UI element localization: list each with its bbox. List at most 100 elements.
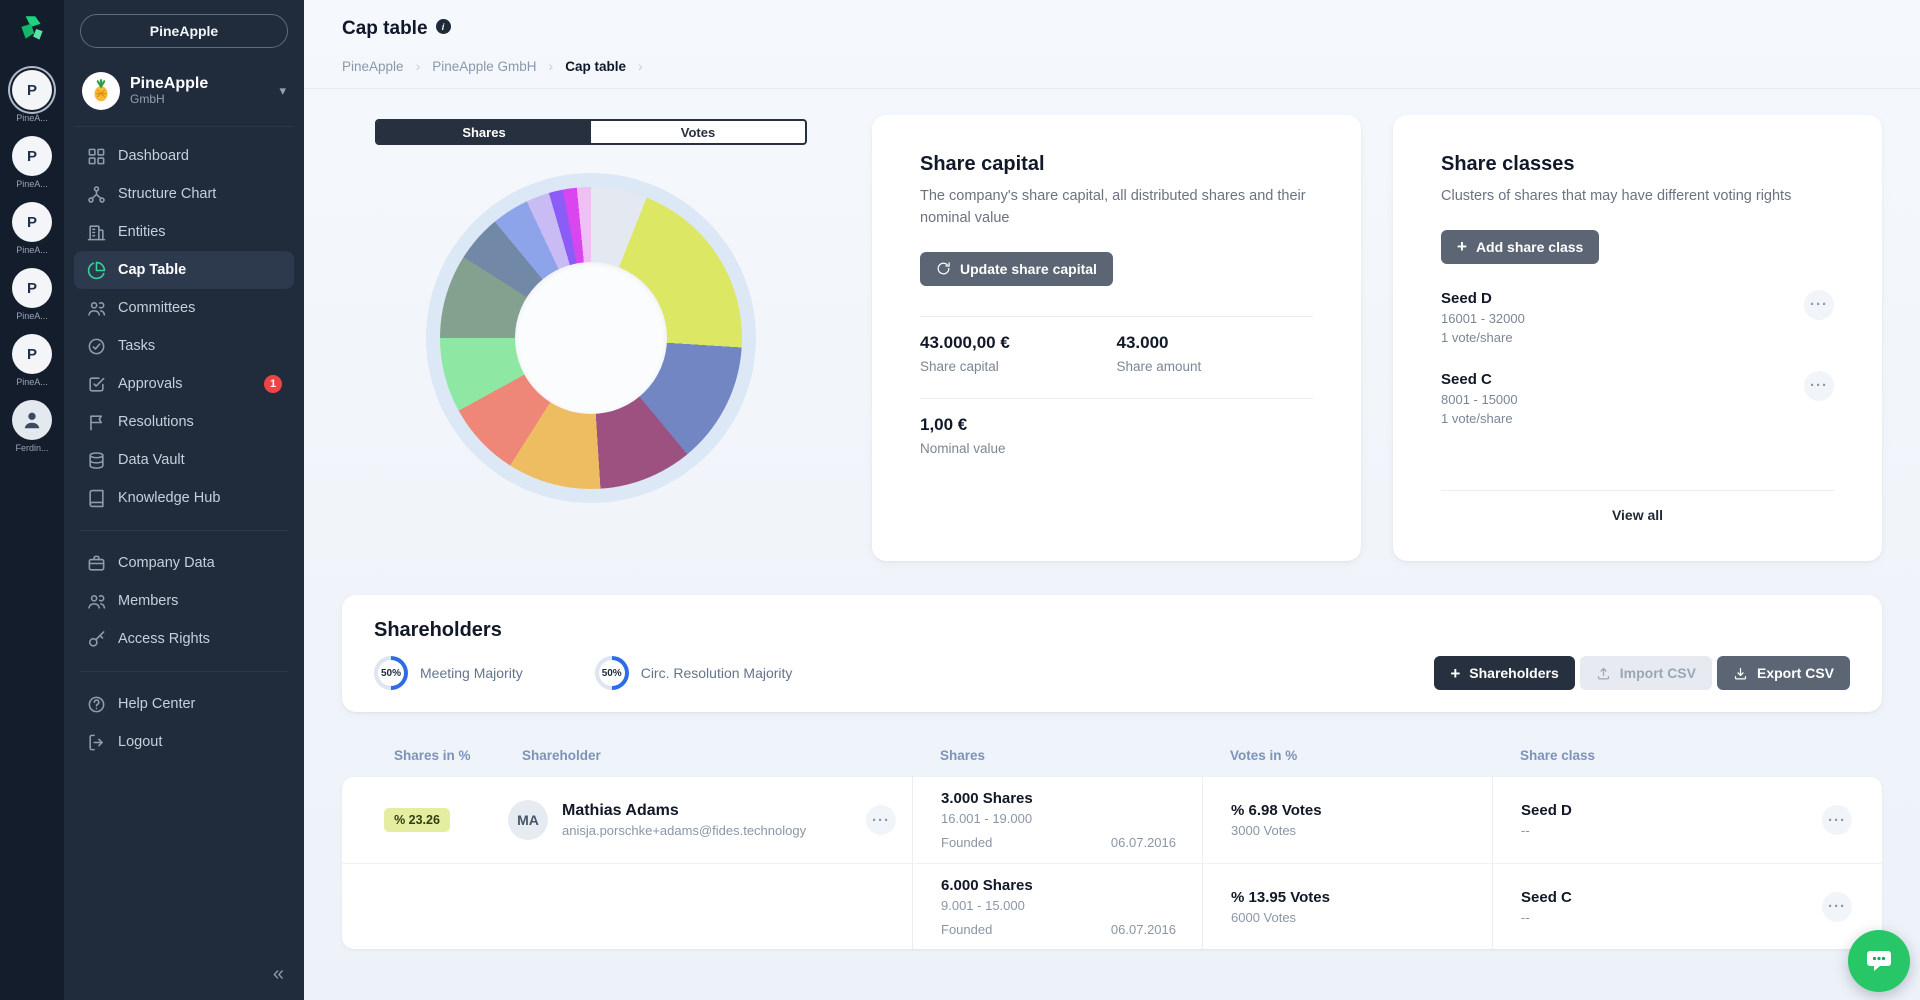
sidebar-item-dashboard[interactable]: Dashboard xyxy=(74,137,294,175)
sidebar-item-committees[interactable]: Committees xyxy=(74,289,294,327)
briefcase-icon xyxy=(86,553,106,573)
workspace-avatar[interactable]: P PineA... xyxy=(0,136,64,189)
person-icon xyxy=(12,400,52,440)
shareholder-menu-button[interactable] xyxy=(866,805,896,835)
avatar: P xyxy=(12,334,52,374)
sidebar-item-label: Help Center xyxy=(118,696,196,712)
database-icon xyxy=(86,450,106,470)
workspace-pill[interactable]: PineApple xyxy=(80,14,288,48)
download-icon xyxy=(1734,667,1747,679)
workspace-label: PineA... xyxy=(16,245,48,255)
column-header: Votes in % xyxy=(1230,748,1298,763)
share-class-menu-button[interactable] xyxy=(1804,289,1834,320)
share-distribution-chart[interactable] xyxy=(426,173,756,503)
plus-icon xyxy=(1457,238,1467,255)
user-avatar[interactable]: Ferdin... xyxy=(0,400,64,453)
workspace-avatar[interactable]: P PineA... xyxy=(0,334,64,387)
workspace-label: PineA... xyxy=(16,113,48,123)
sidebar-item-cap-table[interactable]: Cap Table xyxy=(74,251,294,289)
user-label: Ferdin... xyxy=(15,443,49,453)
collapse-sidebar-button[interactable] xyxy=(273,963,284,986)
add-share-class-button[interactable]: Add share class xyxy=(1441,229,1600,264)
avatar: P xyxy=(12,136,52,176)
sidebar-item-label: Knowledge Hub xyxy=(118,490,221,506)
sidebar-item-logout[interactable]: Logout xyxy=(74,723,294,761)
sidebar-nav: Dashboard Structure Chart Entities Cap T… xyxy=(74,137,294,761)
table-header: Shares in % Shareholder Shares Votes in … xyxy=(342,738,1882,777)
workspace-avatar[interactable]: P PineA... xyxy=(0,202,64,255)
toggle-shares[interactable]: Shares xyxy=(377,121,591,143)
stat-share-amount: 43.000 Share amount xyxy=(1116,315,1313,398)
shareholder-cell: MA Mathias Adams anisja.porschke+adams@f… xyxy=(492,777,912,863)
logout-icon xyxy=(86,732,106,752)
sidebar-item-label: Approvals xyxy=(118,376,183,392)
votes-cell: % 6.98 Votes 3000 Votes xyxy=(1202,777,1492,863)
sidebar-item-label: Company Data xyxy=(118,555,215,571)
company-selector[interactable]: PineApple GmbH xyxy=(74,64,294,127)
structure-chart-icon xyxy=(86,184,106,204)
sidebar-item-tasks[interactable]: Tasks xyxy=(74,327,294,365)
sidebar-item-company-data[interactable]: Company Data xyxy=(74,544,294,582)
export-csv-button[interactable]: Export CSV xyxy=(1716,656,1850,690)
add-shareholders-button[interactable]: Shareholders xyxy=(1434,656,1575,690)
book-icon xyxy=(86,488,106,508)
shares-donut xyxy=(440,187,742,489)
majority-ring: 50% xyxy=(594,656,629,690)
card-title: Share capital xyxy=(920,153,1045,175)
help-circle-icon xyxy=(86,694,106,714)
workspace-avatar[interactable]: P PineA... xyxy=(0,268,64,321)
sidebar-item-access-rights[interactable]: Access Rights xyxy=(74,620,294,658)
column-header: Shareholder xyxy=(522,748,601,763)
sidebar-item-label: Cap Table xyxy=(118,262,187,278)
share-class-cell: Seed C -- xyxy=(1492,864,1882,949)
stat-nominal-value: 1,00 € Nominal value xyxy=(920,397,1313,480)
sidebar-item-entities[interactable]: Entities xyxy=(74,213,294,251)
import-csv-button[interactable]: Import CSV xyxy=(1579,656,1712,690)
breadcrumb-item[interactable]: PineApple xyxy=(342,58,404,74)
avatar: P xyxy=(12,202,52,242)
percent-badge: % 23.26 xyxy=(384,808,450,832)
shares-cell: 3.000 Shares 16.001 - 19.000 Founded 06.0… xyxy=(912,777,1202,863)
sidebar-item-approvals[interactable]: Approvals 1 xyxy=(74,365,294,403)
app-logo[interactable] xyxy=(15,12,49,46)
row-menu-button[interactable] xyxy=(1822,891,1852,922)
toggle-votes[interactable]: Votes xyxy=(680,124,716,140)
view-all-link[interactable]: View all xyxy=(1441,490,1834,523)
check-circle-icon xyxy=(86,336,106,356)
share-capital-stats: 43.000,00 € Share capital 43.000 Share a… xyxy=(920,315,1313,480)
shares-percent-cell xyxy=(342,864,492,949)
column-header: Share class xyxy=(1520,748,1596,763)
info-icon[interactable] xyxy=(435,19,451,34)
table-body: % 23.26 MA Mathias Adams anisja.porschke… xyxy=(342,777,1882,949)
sidebar-item-members[interactable]: Members xyxy=(74,582,294,620)
users-icon xyxy=(86,298,106,318)
approvals-count-badge: 1 xyxy=(264,375,282,393)
share-capital-card: Share capital The company's share capita… xyxy=(872,115,1361,561)
main-content: Cap table PineApple PineApple GmbH Cap t… xyxy=(304,0,1920,1000)
sidebar-item-label: Members xyxy=(118,593,179,609)
sidebar-item-resolutions[interactable]: Resolutions xyxy=(74,403,294,441)
workspace-label: PineA... xyxy=(16,179,48,189)
chevron-right-icon xyxy=(638,58,643,74)
sidebar-item-label: Logout xyxy=(118,734,163,750)
shareholders-card: Shareholders 50% Meeting Majority 50% Ci… xyxy=(342,595,1882,712)
share-classes-card: Share classes Clusters of shares that ma… xyxy=(1393,115,1882,561)
share-class-item: Seed D 16001 - 32000 1 vote/share xyxy=(1441,289,1834,345)
sidebar-item-label: Entities xyxy=(118,224,166,240)
table-row[interactable]: % 23.26 MA Mathias Adams anisja.porschke… xyxy=(342,777,1882,863)
chat-fab[interactable] xyxy=(1848,930,1910,992)
sidebar-item-structure-chart[interactable]: Structure Chart xyxy=(74,175,294,213)
company-name: PineApple xyxy=(130,74,209,92)
sidebar-item-knowledge-hub[interactable]: Knowledge Hub xyxy=(74,479,294,517)
building-icon xyxy=(86,222,106,242)
table-row[interactable]: 6.000 Shares 9.001 - 15.000 Founded 06.07… xyxy=(342,863,1882,949)
breadcrumb-item[interactable]: PineApple GmbH xyxy=(432,58,537,74)
update-share-capital-button[interactable]: Update share capital xyxy=(920,251,1113,286)
company-type: GmbH xyxy=(130,92,165,107)
row-menu-button[interactable] xyxy=(1822,805,1852,835)
share-class-menu-button[interactable] xyxy=(1804,370,1834,401)
workspace-avatar[interactable]: P PineA... xyxy=(0,70,64,123)
sidebar-divider xyxy=(80,530,288,531)
sidebar-item-data-vault[interactable]: Data Vault xyxy=(74,441,294,479)
sidebar-item-help-center[interactable]: Help Center xyxy=(74,685,294,723)
